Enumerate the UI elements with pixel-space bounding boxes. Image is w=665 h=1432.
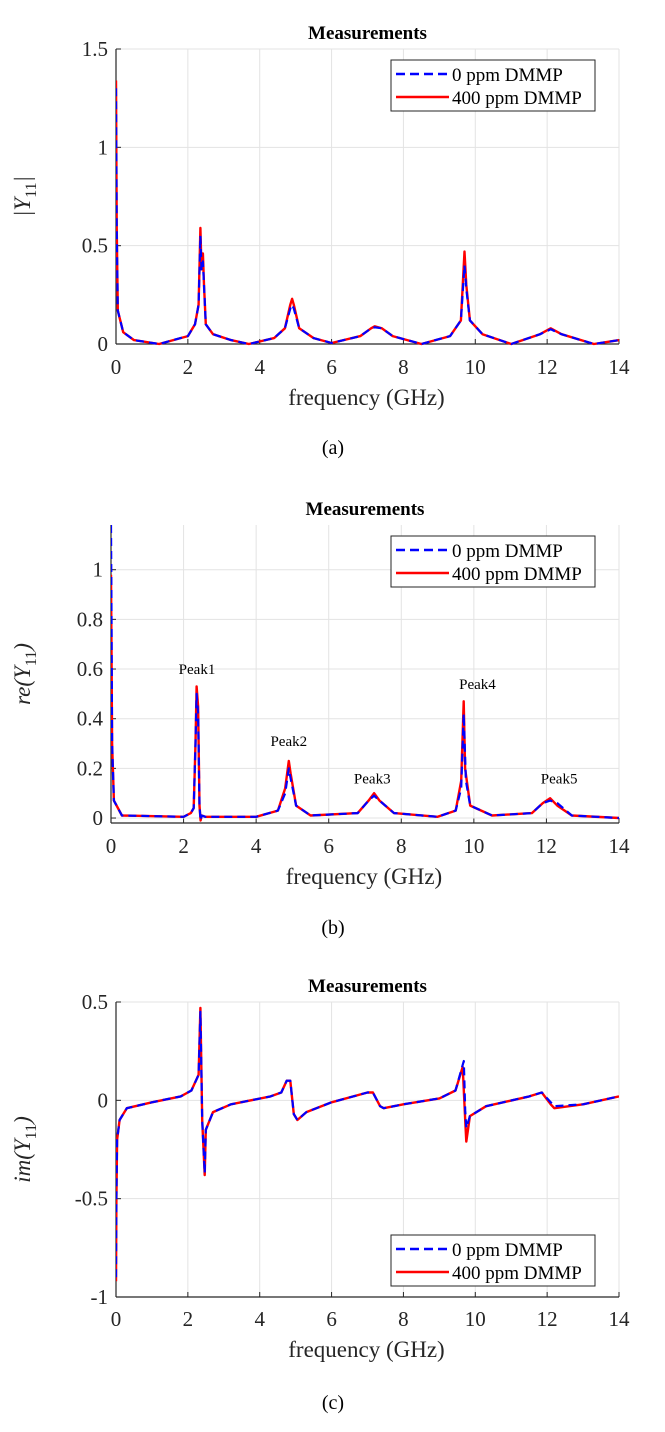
x-tick-label: 0: [111, 1307, 122, 1331]
x-tick-label: 2: [178, 834, 189, 858]
legend-box: [390, 535, 596, 588]
legend-label: 0 ppm DMMP: [452, 541, 563, 562]
x-axis-label: frequency (GHz): [286, 864, 442, 889]
x-tick-label: 2: [183, 1307, 194, 1331]
y-axis-label: |Y11|: [10, 176, 40, 217]
x-tick-label: 6: [326, 1307, 337, 1331]
x-axis-label: frequency (GHz): [288, 1337, 444, 1362]
y-label-subscript: 11: [23, 1124, 40, 1139]
y-tick-label: -1: [91, 1285, 109, 1309]
peak-annotation: Peak2: [270, 734, 307, 750]
y-tick-label: 0.8: [77, 607, 103, 631]
x-tick-label: 0: [111, 355, 122, 379]
chart-title: Measurements: [308, 23, 427, 44]
y-label-main: im(Y: [10, 1137, 35, 1183]
legend-label: 400 ppm DMMP: [452, 88, 582, 109]
series-line-0ppm: [116, 88, 619, 346]
y-tick-label: 0.5: [82, 234, 108, 258]
x-tick-label: 2: [183, 355, 194, 379]
x-tick-label: 12: [536, 834, 557, 858]
panel-caption: (a): [322, 437, 344, 459]
x-tick-label: 4: [251, 834, 262, 858]
chart-panel-1: 0 2 4 6 8 10 12 14 0 0.2 0.4 0.6 0.8 1 Peak1 Peak2 Peak3…: [10, 499, 630, 939]
chart-title: Measurements: [306, 499, 425, 520]
legend-label: 0 ppm DMMP: [452, 1240, 563, 1261]
y-label-close: ): [10, 643, 35, 653]
legend-label: 400 ppm DMMP: [452, 1263, 582, 1284]
y-label-close: |: [10, 176, 35, 182]
y-tick-label: 0.4: [77, 707, 104, 731]
y-tick-label: 1.5: [82, 37, 108, 61]
y-label-main: |Y: [10, 196, 35, 217]
y-label-close: ): [10, 1116, 35, 1126]
peak-annotation: Peak5: [541, 771, 578, 787]
x-tick-label: 0: [106, 834, 117, 858]
y-label-main: re(Y: [10, 664, 35, 705]
peak-annotation: Peak4: [459, 677, 496, 693]
legend-label: 400 ppm DMMP: [452, 564, 582, 585]
x-tick-label: 6: [323, 834, 334, 858]
y-tick-label: 0: [98, 332, 109, 356]
peak-annotation: Peak1: [179, 662, 216, 678]
x-tick-label: 8: [398, 355, 409, 379]
series-line-0ppm: [116, 1010, 619, 1278]
legend-box: [390, 1234, 596, 1287]
y-tick-label: 0.2: [77, 756, 103, 780]
panel-caption: (b): [321, 917, 344, 939]
series-line-0ppm: [111, 524, 619, 822]
x-axis-label: frequency (GHz): [288, 385, 444, 410]
y-tick-label: 0: [93, 806, 104, 830]
y-label-subscript: 11: [23, 182, 40, 197]
x-tick-label: 8: [396, 834, 407, 858]
y-tick-label: 1: [98, 135, 109, 159]
y-tick-label: -0.5: [75, 1187, 108, 1211]
y-axis-label: im(Y11): [10, 1116, 40, 1183]
x-tick-label: 14: [609, 1307, 631, 1331]
chart-title: Measurements: [308, 976, 427, 997]
y-tick-label: 0.5: [82, 990, 108, 1014]
x-tick-label: 10: [463, 834, 484, 858]
y-label-subscript: 11: [23, 651, 40, 666]
x-tick-label: 10: [465, 1307, 486, 1331]
x-tick-label: 12: [537, 355, 558, 379]
series-line-400ppm: [116, 80, 619, 346]
x-tick-label: 12: [537, 1307, 558, 1331]
x-tick-label: 14: [609, 355, 631, 379]
legend-box: [390, 59, 596, 112]
peak-annotation: Peak3: [354, 771, 391, 787]
x-tick-label: 14: [609, 834, 631, 858]
y-tick-label: 0: [98, 1088, 109, 1112]
legend-label: 0 ppm DMMP: [452, 65, 563, 86]
y-tick-label: 1: [93, 558, 104, 582]
x-tick-label: 8: [398, 1307, 409, 1331]
panel-caption: (c): [322, 1392, 344, 1414]
x-tick-label: 10: [465, 355, 486, 379]
x-tick-label: 6: [326, 355, 337, 379]
y-axis-label: re(Y11): [10, 643, 40, 705]
x-tick-label: 4: [254, 1307, 265, 1331]
x-tick-label: 4: [254, 355, 265, 379]
y-tick-label: 0.6: [77, 657, 103, 681]
